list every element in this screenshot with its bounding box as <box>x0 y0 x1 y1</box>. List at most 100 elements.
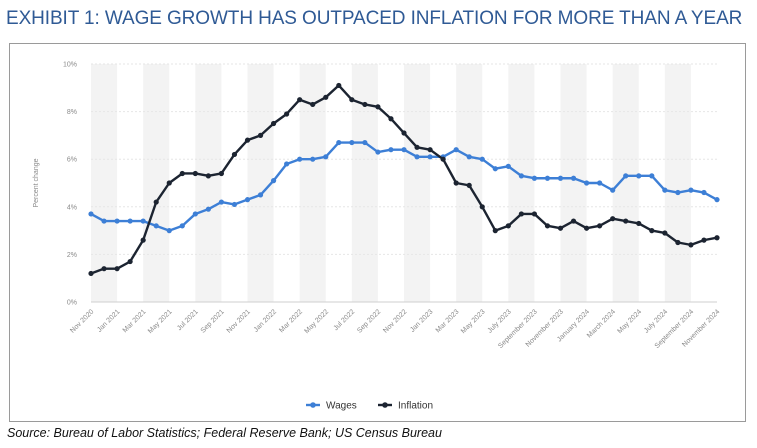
data-point[interactable] <box>192 211 198 217</box>
data-point[interactable] <box>362 101 368 108</box>
data-point[interactable] <box>662 187 668 193</box>
data-point[interactable] <box>662 230 668 236</box>
data-point[interactable] <box>336 82 342 89</box>
data-point[interactable] <box>284 111 290 117</box>
data-point[interactable] <box>583 225 590 231</box>
data-point[interactable] <box>492 166 498 172</box>
data-point[interactable] <box>597 223 603 229</box>
data-point[interactable] <box>401 147 407 153</box>
data-point[interactable] <box>479 204 485 210</box>
data-point[interactable] <box>336 139 342 146</box>
data-point[interactable] <box>257 132 264 138</box>
data-point[interactable] <box>270 178 277 184</box>
data-point[interactable] <box>349 139 355 146</box>
data-point[interactable] <box>544 175 551 181</box>
data-point[interactable] <box>153 223 159 229</box>
data-point[interactable] <box>388 116 394 122</box>
data-point[interactable] <box>583 180 590 186</box>
data-point[interactable] <box>88 270 94 277</box>
data-point[interactable] <box>518 173 524 179</box>
data-point[interactable] <box>284 161 290 167</box>
data-point[interactable] <box>179 170 185 177</box>
data-point[interactable] <box>531 175 538 181</box>
data-point[interactable] <box>231 201 238 208</box>
data-point[interactable] <box>114 218 120 224</box>
data-point[interactable] <box>166 180 172 186</box>
data-point[interactable] <box>623 173 629 179</box>
data-point[interactable] <box>649 173 655 179</box>
data-point[interactable] <box>153 199 159 205</box>
data-point[interactable] <box>257 192 264 198</box>
data-point[interactable] <box>388 147 394 153</box>
data-point[interactable] <box>205 206 211 212</box>
data-point[interactable] <box>570 218 577 224</box>
data-point[interactable] <box>505 223 511 229</box>
data-point[interactable] <box>114 266 120 272</box>
data-point[interactable] <box>597 180 603 186</box>
data-point[interactable] <box>610 216 616 222</box>
data-point[interactable] <box>649 228 655 234</box>
data-point[interactable] <box>479 156 485 162</box>
data-point[interactable] <box>140 237 146 243</box>
data-point[interactable] <box>427 154 433 160</box>
data-point[interactable] <box>518 211 524 217</box>
data-point[interactable] <box>166 228 172 234</box>
data-point[interactable] <box>297 97 303 103</box>
data-point[interactable] <box>701 189 707 196</box>
legend-item-wages[interactable]: Wages <box>306 401 357 412</box>
data-point[interactable] <box>544 223 551 229</box>
data-point[interactable] <box>505 163 511 169</box>
data-point[interactable] <box>244 137 251 143</box>
data-point[interactable] <box>427 147 433 153</box>
data-point[interactable] <box>218 170 225 177</box>
data-point[interactable] <box>323 94 329 100</box>
data-point[interactable] <box>310 156 316 162</box>
data-point[interactable] <box>636 220 642 227</box>
data-point[interactable] <box>492 228 498 234</box>
data-point[interactable] <box>570 175 577 181</box>
data-point[interactable] <box>466 182 472 188</box>
data-point[interactable] <box>362 139 368 146</box>
data-point[interactable] <box>414 154 420 160</box>
legend[interactable]: Wages Inflation <box>306 401 433 412</box>
data-point[interactable] <box>610 187 616 193</box>
data-point[interactable] <box>375 149 381 155</box>
data-point[interactable] <box>179 223 185 229</box>
data-point[interactable] <box>688 242 694 248</box>
data-point[interactable] <box>101 266 107 272</box>
data-point[interactable] <box>310 101 316 108</box>
data-point[interactable] <box>466 154 472 160</box>
data-point[interactable] <box>675 239 681 246</box>
data-point[interactable] <box>401 130 407 136</box>
data-point[interactable] <box>714 197 720 203</box>
data-point[interactable] <box>414 144 420 150</box>
data-point[interactable] <box>349 97 355 103</box>
data-point[interactable] <box>453 147 459 153</box>
data-point[interactable] <box>531 211 538 217</box>
data-point[interactable] <box>231 151 238 158</box>
data-point[interactable] <box>440 156 446 162</box>
data-point[interactable] <box>101 218 107 224</box>
data-point[interactable] <box>557 175 564 181</box>
data-point[interactable] <box>88 211 94 217</box>
data-point[interactable] <box>127 258 133 265</box>
data-point[interactable] <box>205 173 211 179</box>
data-point[interactable] <box>244 197 251 203</box>
data-point[interactable] <box>192 170 198 177</box>
data-point[interactable] <box>688 187 694 193</box>
data-point[interactable] <box>297 156 303 162</box>
data-point[interactable] <box>623 218 629 224</box>
data-point[interactable] <box>375 104 381 110</box>
data-point[interactable] <box>636 173 642 179</box>
data-point[interactable] <box>270 120 277 127</box>
data-point[interactable] <box>323 154 329 160</box>
data-point[interactable] <box>127 218 133 224</box>
data-point[interactable] <box>453 180 459 186</box>
data-point[interactable] <box>218 199 225 205</box>
data-point[interactable] <box>140 218 146 224</box>
data-point[interactable] <box>714 235 720 241</box>
data-point[interactable] <box>675 189 681 196</box>
data-point[interactable] <box>557 225 564 231</box>
data-point[interactable] <box>701 237 707 243</box>
legend-item-inflation[interactable]: Inflation <box>378 401 433 412</box>
